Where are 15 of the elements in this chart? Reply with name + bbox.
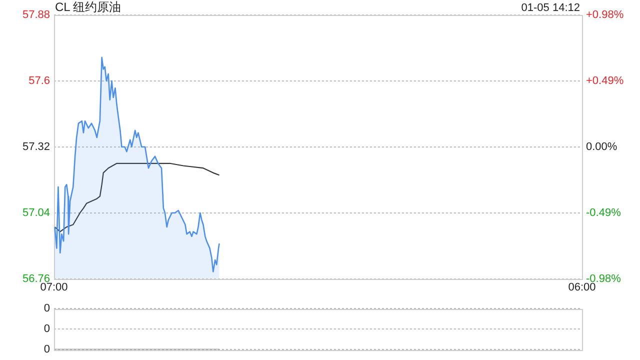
y-tick-label: 57.32 (22, 140, 50, 153)
y-tick-label: 0 (44, 323, 50, 336)
x-tick-label: 07:00 (40, 281, 68, 294)
y2-tick-label: -0.49% (586, 206, 622, 219)
y2-tick-label: +0.98% (586, 9, 624, 22)
y2-tick-label: +0.49% (586, 74, 624, 87)
x-tick-label: 06:00 (568, 281, 596, 294)
text: 01-05 14:12 (521, 1, 580, 15)
y-tick-label: 57.88 (22, 9, 50, 22)
y-tick-label: 0 (44, 302, 50, 315)
chart-title: CL 纽约原油 (55, 0, 122, 14)
y-tick-label: 57.04 (22, 206, 50, 219)
y-tick-label: 57.6 (28, 74, 50, 87)
y-tick-label: 0 (44, 343, 50, 356)
y2-tick-label: 0.00% (586, 140, 618, 153)
